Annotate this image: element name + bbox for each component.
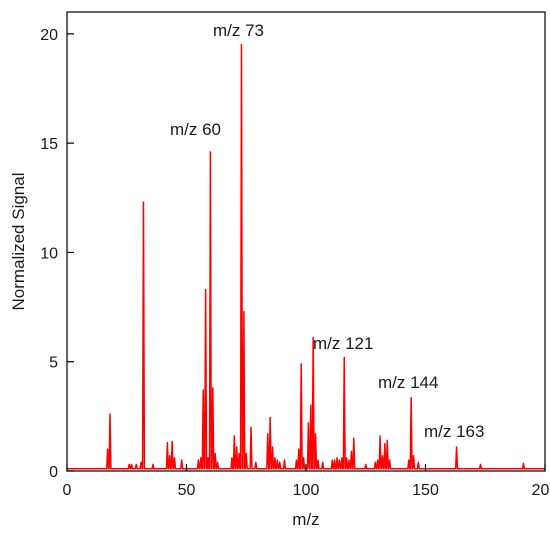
peak-annotation: m/z 163 [424,422,484,441]
plot-area [67,44,545,470]
y-tick-label: 0 [49,464,58,481]
y-tick-label: 5 [49,355,58,372]
peak-annotation: m/z 121 [313,334,373,353]
x-tick-label: 150 [412,482,439,499]
peak-annotation: m/z 144 [378,373,438,392]
y-axis: 0 5 10 15 20 [40,27,74,481]
x-tick-label: 0 [63,482,72,499]
spectrum-line [67,44,545,470]
y-tick-label: 20 [40,27,58,44]
peak-annotation: m/z 73 [213,21,264,40]
peak-annotations: m/z 73 m/z 60 m/z 121 m/z 144 m/z 163 [170,21,484,441]
plot-frame [66,11,546,472]
x-tick-label: 100 [293,482,320,499]
x-axis-label: m/z [292,510,319,529]
x-tick-label: 50 [178,482,196,499]
y-tick-label: 10 [40,245,58,262]
y-axis-label: Normalized Signal [9,173,28,311]
x-tick-label: 200 [532,482,550,499]
peak-annotation: m/z 60 [170,120,221,139]
y-tick-label: 15 [40,136,58,153]
x-axis: 0 50 100 150 200 [63,464,550,499]
